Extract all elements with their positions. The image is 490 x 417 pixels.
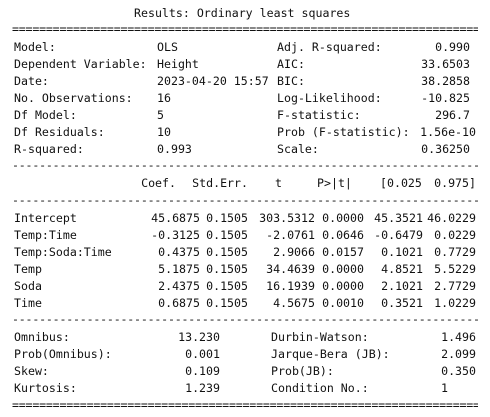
coef-cell: 2.7729 (434, 279, 476, 293)
coef-cell: 2.1021 (381, 279, 423, 293)
summary-right-value: 0.990 (435, 40, 470, 54)
coef-row-name: Time (14, 296, 42, 310)
summary-right-value: 0.36250 (421, 142, 470, 156)
coef-cell: 2.9066 (273, 245, 315, 259)
coef-cell: 1.0229 (434, 296, 476, 310)
diag-left-value: 0.001 (185, 347, 220, 361)
coef-cell: -0.3125 (151, 228, 200, 242)
coef-cell: 0.0646 (322, 228, 364, 242)
coef-row-name: Soda (14, 279, 42, 293)
summary-left-label: No. Observations: (14, 91, 133, 105)
summary-right-label: Prob (F-statistic): (277, 125, 410, 139)
results-title: Results: Ordinary least squares (134, 6, 351, 20)
diag-left-label: Skew: (14, 364, 49, 378)
summary-left-label: Df Model: (14, 108, 77, 122)
summary-right-value: -10.825 (421, 91, 470, 105)
coef-cell: 0.0157 (322, 245, 364, 259)
summary-left-label: R-squared: (14, 142, 84, 156)
summary-left-value: 5 (157, 108, 164, 122)
coef-cell: 0.0000 (322, 262, 364, 276)
summary-left-label: Dependent Variable: (14, 57, 147, 71)
coef-cell: 0.1505 (206, 228, 248, 242)
diag-right-value: 0.350 (441, 364, 476, 378)
coef-cell: 5.5229 (434, 262, 476, 276)
diag-left-label: Omnibus: (14, 330, 70, 344)
summary-right-label: Scale: (277, 142, 319, 156)
coef-cell: 0.1505 (206, 245, 248, 259)
coef-cell: 45.6875 (151, 211, 200, 225)
diag-left-value: 13.230 (178, 330, 220, 344)
bottom-double-rule: ========================================… (12, 398, 478, 412)
summary-left-label: Df Residuals: (14, 125, 105, 139)
summary-left-label: Model: (14, 40, 56, 54)
coef-header: Std.Err. (192, 176, 248, 190)
coef-cell: 46.0229 (427, 211, 476, 225)
summary-right-label: Adj. R-squared: (277, 40, 382, 54)
coef-header-single-rule: ----------------------------------------… (12, 193, 478, 207)
coef-bottom-single-rule: ----------------------------------------… (12, 312, 478, 326)
coef-header: 0.975] (434, 176, 476, 190)
coef-cell: 5.1875 (158, 262, 200, 276)
coef-row-name: Intercept (14, 211, 77, 225)
coef-cell: 0.1505 (206, 296, 248, 310)
diag-right-label: Jarque-Bera (JB): (271, 347, 390, 361)
summary-left-label: Date: (14, 74, 49, 88)
coef-cell: 45.3521 (374, 211, 423, 225)
summary-left-value: 2023-04-20 15:57 (157, 74, 269, 88)
coef-cell: 303.5312 (259, 211, 315, 225)
summary-left-value: 0.993 (157, 142, 192, 156)
coef-cell: 34.4639 (266, 262, 315, 276)
summary-right-value: 33.6503 (421, 57, 470, 71)
summary-left-value: 16 (157, 91, 171, 105)
coef-cell: 0.0229 (434, 228, 476, 242)
summary-single-rule: ----------------------------------------… (12, 158, 478, 172)
coef-header: [0.025 (380, 176, 422, 190)
coef-cell: 0.1505 (206, 211, 248, 225)
coef-cell: 0.1505 (206, 262, 248, 276)
coef-cell: 0.1505 (206, 279, 248, 293)
summary-left-value: 10 (157, 125, 171, 139)
diag-left-label: Kurtosis: (14, 381, 77, 395)
coef-cell: 0.1021 (381, 245, 423, 259)
coef-row-name: Temp:Soda:Time (14, 245, 112, 259)
coef-header: Coef. (141, 176, 176, 190)
diag-right-label: Prob(JB): (271, 364, 334, 378)
summary-right-label: F-statistic: (277, 108, 361, 122)
summary-right-value: 38.2858 (421, 74, 470, 88)
coef-cell: 0.4375 (158, 245, 200, 259)
summary-right-label: BIC: (277, 74, 305, 88)
coef-cell: 0.0010 (322, 296, 364, 310)
coef-cell: 4.8521 (381, 262, 423, 276)
top-double-rule: ========================================… (12, 22, 478, 36)
diag-right-value: 1 (441, 381, 448, 395)
coef-cell: 0.0000 (322, 279, 364, 293)
diag-right-label: Condition No.: (271, 381, 369, 395)
coef-row-name: Temp (14, 262, 42, 276)
diag-right-value: 2.099 (441, 347, 476, 361)
summary-right-label: AIC: (277, 57, 305, 71)
coef-header: t (275, 176, 282, 190)
coef-cell: 4.5675 (273, 296, 315, 310)
summary-right-value: 1.56e-10 (420, 125, 476, 139)
coef-cell: 0.0000 (322, 211, 364, 225)
coef-cell: 2.4375 (158, 279, 200, 293)
diag-left-value: 0.109 (185, 364, 220, 378)
diag-right-label: Durbin-Watson: (271, 330, 369, 344)
coef-header: P>|t| (317, 176, 352, 190)
summary-left-value: OLS (157, 40, 178, 54)
summary-left-value: Height (157, 57, 199, 71)
summary-right-value: 296.7 (435, 108, 470, 122)
coef-cell: 0.6875 (158, 296, 200, 310)
diag-left-value: 1.239 (185, 381, 220, 395)
diag-left-label: Prob(Omnibus): (14, 347, 112, 361)
coef-cell: 0.3521 (381, 296, 423, 310)
coef-cell: -2.0761 (266, 228, 315, 242)
coef-cell: 0.7729 (434, 245, 476, 259)
diag-right-value: 1.496 (441, 330, 476, 344)
coef-cell: 16.1939 (266, 279, 315, 293)
summary-right-label: Log-Likelihood: (277, 91, 382, 105)
coef-row-name: Temp:Time (14, 228, 77, 242)
coef-cell: -0.6479 (374, 228, 423, 242)
